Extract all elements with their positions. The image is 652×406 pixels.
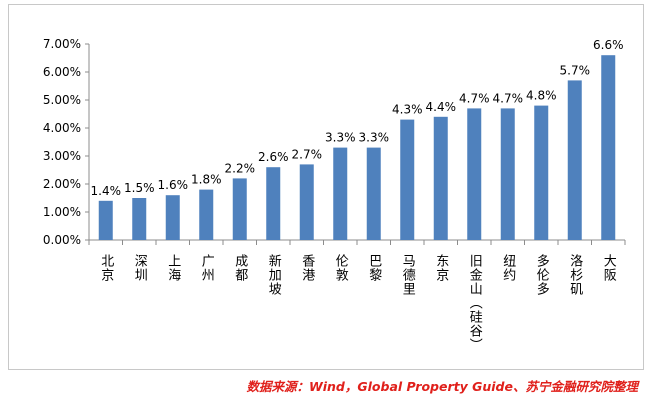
x-category-label: 马德里 [400, 254, 416, 296]
x-category-label: 纽约 [500, 254, 516, 282]
data-label: 4.7% [493, 91, 524, 105]
x-category-label: 洛杉矶 [567, 254, 583, 296]
data-label: 6.6% [593, 38, 624, 52]
y-tick-label: 0.00% [43, 233, 81, 247]
data-label: 1.4% [91, 184, 122, 198]
bar [199, 189, 214, 240]
data-label: 4.4% [426, 100, 457, 114]
bar [232, 178, 247, 240]
bar [400, 119, 415, 240]
bar [534, 105, 549, 240]
chart-frame: 0.00% 1.00% 2.00% 3.00% 4.00% 5.00% 6.00% 7.00%… [8, 4, 644, 370]
y-tick-label: 6.00% [43, 65, 81, 79]
x-category-label: 旧金山（硅谷） [467, 254, 483, 352]
x-category-label: 深圳 [132, 254, 148, 282]
data-label: 1.6% [158, 178, 189, 192]
bar [601, 55, 616, 241]
y-tick-label: 2.00% [43, 177, 81, 191]
x-category-label: 成都 [232, 254, 248, 282]
bar [567, 80, 582, 241]
bar [98, 200, 113, 240]
bar [333, 147, 348, 240]
data-label: 2.6% [258, 150, 289, 164]
data-label: 4.3% [392, 103, 423, 117]
y-tick-label: 7.00% [43, 37, 81, 51]
data-label: 1.8% [191, 173, 222, 187]
y-tick-label: 4.00% [43, 121, 81, 135]
bar [299, 164, 314, 240]
x-category-label: 广州 [199, 254, 215, 282]
bar [366, 147, 381, 240]
data-label: 2.2% [225, 161, 256, 175]
bar [165, 195, 180, 240]
bar-chart: 0.00% 1.00% 2.00% 3.00% 4.00% 5.00% 6.00% 7.00%… [43, 37, 626, 352]
bar [266, 167, 281, 240]
x-category-label: 新加坡 [266, 253, 282, 296]
x-category-label: 巴黎 [366, 254, 382, 282]
x-category-label: 北京 [98, 254, 114, 282]
bar [500, 108, 515, 241]
y-tick-label: 5.00% [43, 93, 81, 107]
y-tick-label: 1.00% [43, 205, 81, 219]
y-tick-label: 3.00% [43, 149, 81, 163]
x-category-label: 香港 [299, 254, 315, 282]
x-category-label: 东京 [433, 254, 449, 282]
source-note: 数据来源：Wind，Global Property Guide、苏宁金融研究院整… [246, 379, 638, 394]
bar [467, 108, 482, 241]
x-category-label: 多伦多 [534, 253, 550, 296]
bar [132, 198, 147, 240]
data-label: 1.5% [124, 181, 155, 195]
x-category-label: 大阪 [601, 254, 617, 282]
data-label: 4.8% [526, 89, 557, 103]
data-label: 4.7% [459, 91, 490, 105]
data-label: 3.3% [325, 131, 356, 145]
x-category-label: 上海 [165, 254, 181, 282]
x-category-label: 伦敦 [333, 254, 349, 282]
data-label: 3.3% [359, 131, 390, 145]
data-label: 2.7% [292, 147, 323, 161]
data-label: 5.7% [560, 63, 591, 77]
bar [433, 116, 448, 240]
